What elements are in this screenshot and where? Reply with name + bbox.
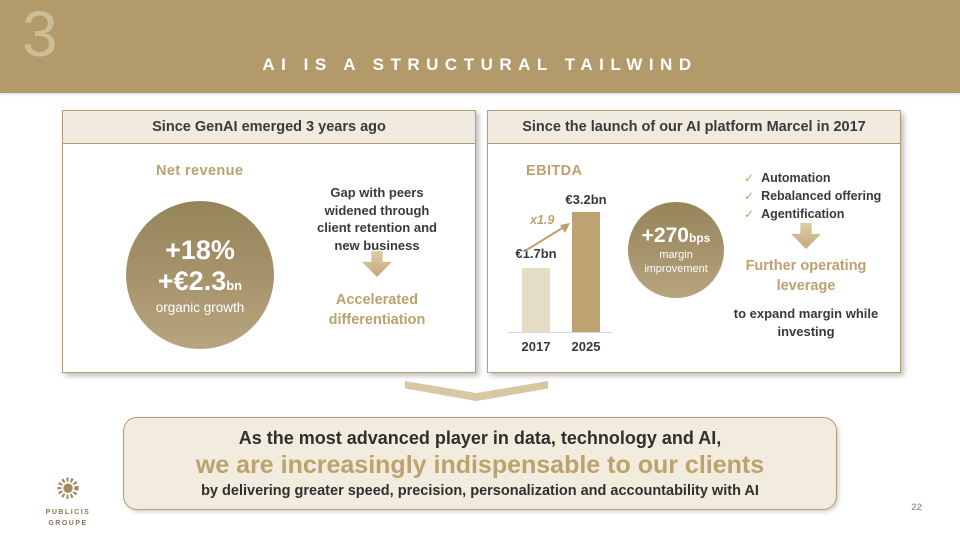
bar-year-2017: 2017 bbox=[521, 339, 551, 354]
ai-benefits-checklist: ✓ Automation ✓ Rebalanced offering ✓ Age… bbox=[744, 171, 881, 225]
check-icon: ✓ bbox=[744, 171, 755, 185]
bps-unit: bps bbox=[688, 230, 711, 245]
net-revenue-label: Net revenue bbox=[156, 163, 244, 179]
ebitda-bar bbox=[522, 268, 550, 332]
slide-title: AI IS A STRUCTURAL TAILWIND bbox=[262, 55, 698, 74]
growth-amount: +€2.3bn bbox=[157, 266, 243, 296]
growth-percent: +18% bbox=[165, 234, 235, 265]
panel-marcel-body: EBITDA €1.7bn €3.2bn x1.9 2017 2025 +270… bbox=[488, 144, 900, 372]
list-item: ✓ Agentification bbox=[744, 207, 845, 221]
organic-growth-circle: +18% +€2.3bn organic growth bbox=[126, 201, 274, 349]
chevron-down-icon bbox=[405, 381, 548, 401]
key-message-box: As the most advanced player in data, tec… bbox=[123, 417, 837, 510]
bar-year-2025: 2025 bbox=[571, 339, 601, 354]
margin-caption: margin improvement bbox=[644, 248, 708, 275]
header-banner: 3 AI IS A STRUCTURAL TAILWIND bbox=[0, 0, 960, 93]
logo-text: PUBLICIS GROUPE bbox=[45, 509, 91, 527]
publicis-lion-icon bbox=[57, 477, 79, 499]
publicis-groupe-logo: PUBLICIS GROUPE bbox=[44, 475, 92, 529]
check-icon: ✓ bbox=[744, 189, 755, 203]
panel-genai: Since GenAI emerged 3 years ago Net reve… bbox=[62, 110, 476, 373]
gap-with-peers-text: Gap with peers widened through client re… bbox=[317, 185, 437, 253]
accelerated-differentiation-text: Accelerated differentiation bbox=[328, 292, 426, 329]
further-operating-leverage-text: Further operating leverage bbox=[745, 258, 867, 295]
message-line-3: by delivering greater speed, precision, … bbox=[201, 483, 759, 500]
growth-amount-unit: bn bbox=[226, 278, 243, 293]
bps-value: +270bps bbox=[641, 223, 711, 247]
panel-genai-header: Since GenAI emerged 3 years ago bbox=[63, 111, 475, 144]
panel-marcel-header: Since the launch of our AI platform Marc… bbox=[488, 111, 900, 144]
list-item: ✓ Rebalanced offering bbox=[744, 189, 882, 203]
growth-caption: organic growth bbox=[155, 300, 245, 316]
margin-improvement-circle: +270bps margin improvement bbox=[628, 202, 724, 298]
ebitda-label: EBITDA bbox=[526, 163, 583, 179]
multiplier-annotation: x1.9 bbox=[530, 213, 555, 227]
ebitda-bar bbox=[572, 212, 600, 332]
down-arrow-icon bbox=[791, 223, 821, 249]
chart-baseline bbox=[508, 332, 612, 333]
message-line-1: As the most advanced player in data, tec… bbox=[238, 427, 722, 448]
expand-margin-text: to expand margin while investing bbox=[733, 306, 879, 339]
down-arrow-icon bbox=[362, 251, 392, 277]
list-item: ✓ Automation bbox=[744, 171, 831, 185]
page-number: 22 bbox=[911, 502, 922, 513]
section-number: 3 bbox=[22, 0, 58, 70]
panel-marcel: Since the launch of our AI platform Marc… bbox=[487, 110, 901, 373]
check-icon: ✓ bbox=[744, 207, 755, 221]
panel-genai-body: Net revenue +18% +€2.3bn organic growth … bbox=[63, 144, 475, 372]
message-line-2: we are increasingly indispensable to our… bbox=[195, 451, 765, 480]
multiplier-arrow-icon bbox=[524, 223, 570, 252]
bar-value-2025: €3.2bn bbox=[565, 192, 607, 207]
